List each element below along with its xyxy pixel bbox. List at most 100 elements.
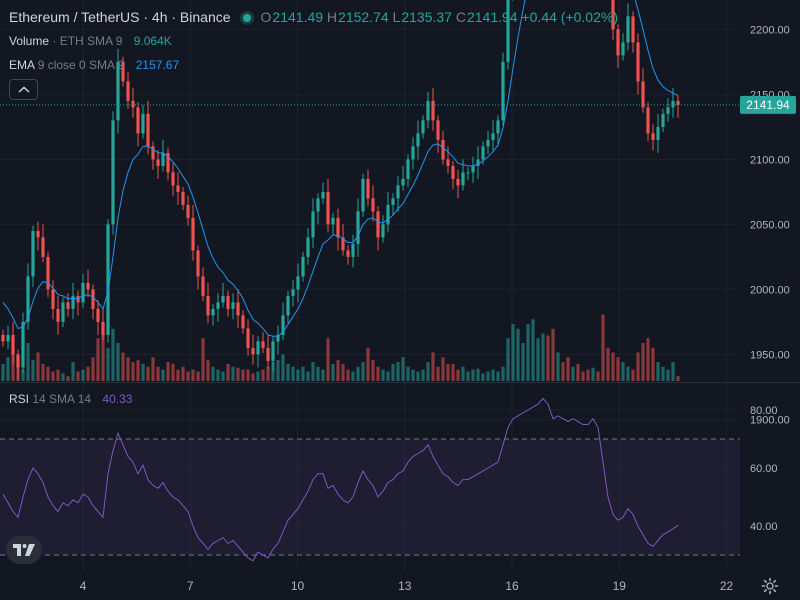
volume-legend[interactable]: Volume · ETH SMA 9 9.064K [9, 34, 172, 48]
volume-bar [76, 371, 80, 381]
price-tick-label: 2050.00 [750, 219, 790, 231]
candle-body [36, 230, 40, 238]
candle-body [56, 308, 60, 322]
volume-bar [526, 324, 530, 381]
rsi-pane [0, 397, 740, 562]
volume-bar [411, 369, 415, 381]
candle-body [126, 81, 130, 101]
volume-bar [166, 362, 170, 381]
volume-bar [116, 343, 120, 381]
candle-body [441, 139, 445, 160]
candle-body [486, 139, 490, 147]
axes: 1900.001950.002000.002050.002100.002150.… [80, 24, 790, 593]
candle-body [501, 61, 505, 121]
volume-bar [31, 360, 35, 381]
volume-bar [571, 366, 575, 381]
volume-bar [271, 362, 275, 381]
volume-bar [86, 366, 90, 381]
candle-body [221, 295, 225, 303]
candle-body [296, 276, 300, 290]
ema-line [2, 0, 679, 337]
collapse-legend-button[interactable] [9, 79, 38, 100]
candle-body [66, 302, 70, 309]
candle-body [371, 198, 375, 212]
candle-body [226, 295, 230, 309]
volume-bar [626, 366, 630, 381]
volume-bar [71, 362, 75, 381]
candle-body [461, 172, 465, 186]
volume-bar [301, 366, 305, 381]
chevron-up-icon [17, 85, 30, 93]
volume-bar [576, 363, 580, 381]
candle-body [656, 126, 660, 140]
ema-params: 9 close 0 SMA 9 [37, 58, 125, 72]
candle-body [636, 42, 640, 82]
candle-body [161, 152, 165, 166]
gear-icon[interactable] [761, 577, 779, 595]
candle-body [471, 165, 475, 173]
volume-bar [431, 352, 435, 381]
volume-bar [186, 371, 190, 381]
time-tick-label: 19 [613, 579, 627, 593]
candle-body [646, 107, 650, 134]
volume-bar [26, 343, 30, 381]
candle-body [331, 217, 335, 225]
volume-name: Volume [9, 34, 50, 48]
volume-bar [221, 371, 225, 381]
volume-bar [276, 360, 280, 381]
candle-body [451, 165, 455, 179]
ema-legend[interactable]: EMA 9 close 0 SMA 9 2157.67 [9, 58, 179, 72]
volume-bar [476, 368, 480, 381]
candle-body [26, 276, 30, 322]
volume-bar [346, 369, 350, 381]
price-candles [1, 0, 680, 381]
candle-body [611, 0, 615, 30]
rsi-legend[interactable]: RSI 14 SMA 14 40.33 [9, 392, 132, 406]
volume-bar [636, 352, 640, 381]
volume-bar [106, 347, 110, 381]
candle-body [361, 178, 365, 212]
candle-body [666, 107, 670, 114]
symbol-title[interactable]: Ethereum / TetherUS · 4h · Binance [9, 9, 231, 25]
volume-bar [266, 366, 270, 381]
volume-bar [196, 371, 200, 381]
candle-body [166, 152, 170, 173]
candle-body [236, 302, 240, 316]
volume-bar [536, 338, 540, 381]
volume-bar [96, 338, 100, 381]
candle-body [111, 120, 115, 225]
volume-bar [111, 328, 115, 381]
volume-bar [231, 366, 235, 381]
candle-body [286, 295, 290, 316]
open-label: O [260, 9, 272, 25]
ema-value: 2157.67 [135, 58, 180, 72]
volume-bar [206, 360, 210, 381]
volume-bar [396, 362, 400, 381]
volume-bar [136, 360, 140, 381]
volume-bar [291, 366, 295, 381]
volume-bar [236, 367, 240, 381]
volume-bar [456, 369, 460, 381]
volume-bar [566, 357, 570, 381]
candle-body [326, 191, 330, 225]
candle-body [181, 191, 185, 205]
high-label: H [326, 9, 338, 25]
tradingview-logo[interactable] [6, 536, 42, 564]
volume-bar [61, 373, 65, 381]
volume-bar [46, 366, 50, 381]
candle-body [136, 107, 140, 134]
volume-bar [171, 363, 175, 381]
volume-bar [471, 369, 475, 381]
volume-bar [261, 369, 265, 381]
volume-bar [311, 362, 315, 381]
volume-bar [516, 328, 520, 381]
time-tick-label: 7 [187, 579, 194, 593]
volume-bar [331, 363, 335, 381]
candle-body [71, 295, 75, 309]
candle-body [421, 120, 425, 134]
volume-bar [126, 357, 130, 381]
volume-bar [661, 366, 665, 381]
candle-body [481, 146, 485, 160]
volume-bar [556, 352, 560, 381]
